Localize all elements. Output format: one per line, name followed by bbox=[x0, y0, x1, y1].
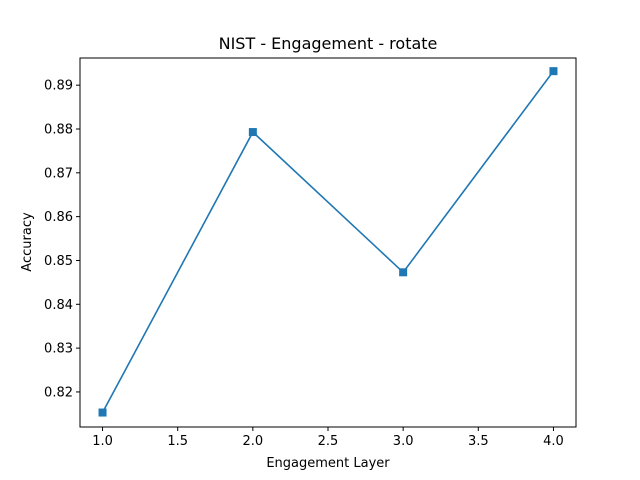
y-tick-label: 0.89 bbox=[44, 79, 73, 94]
y-axis-ticks: 0.82 0.83 0.84 0.85 0.86 0.87 0.88 0.89 bbox=[44, 79, 80, 400]
x-tick-label: 1.0 bbox=[92, 434, 113, 449]
x-tick-label: 3.5 bbox=[468, 434, 489, 449]
x-tick-label: 4.0 bbox=[543, 434, 564, 449]
y-axis-label: Accuracy bbox=[20, 212, 35, 272]
y-tick-label: 0.85 bbox=[44, 254, 73, 269]
x-tick-label: 2.5 bbox=[318, 434, 339, 449]
data-point-marker bbox=[248, 128, 257, 137]
y-tick-label: 0.82 bbox=[44, 385, 73, 400]
y-tick-label: 0.83 bbox=[44, 342, 73, 357]
y-tick-label: 0.86 bbox=[44, 210, 73, 225]
plot-frame bbox=[79, 57, 577, 428]
data-point-marker bbox=[399, 268, 408, 277]
data-point-marker bbox=[98, 408, 107, 417]
chart-title: NIST - Engagement - rotate bbox=[219, 34, 438, 53]
x-axis-ticks: 1.0 1.5 2.0 2.5 3.0 3.5 4.0 bbox=[92, 427, 564, 449]
x-tick-label: 3.0 bbox=[393, 434, 414, 449]
x-axis-label: Engagement Layer bbox=[266, 456, 390, 471]
y-tick-label: 0.88 bbox=[44, 122, 73, 137]
y-tick-label: 0.87 bbox=[44, 166, 73, 181]
data-point-marker bbox=[549, 67, 558, 76]
series-line bbox=[101, 70, 555, 413]
x-tick-label: 2.0 bbox=[243, 434, 264, 449]
plot-series bbox=[98, 67, 558, 417]
x-tick-label: 1.5 bbox=[167, 434, 188, 449]
y-tick-label: 0.84 bbox=[44, 298, 73, 313]
